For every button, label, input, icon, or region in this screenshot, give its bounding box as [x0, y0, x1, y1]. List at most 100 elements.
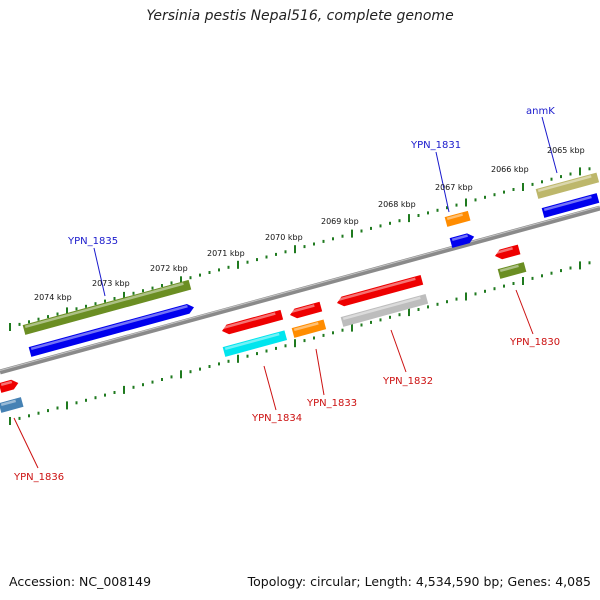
- scale-top-minor-tick: [199, 273, 201, 277]
- scale-top-minor-tick: [189, 276, 192, 280]
- feature-ypn-1831-orange-shape: [444, 210, 471, 227]
- scale-top-minor-tick: [493, 193, 496, 197]
- feature-ypn-1832-gray-shape: [340, 294, 429, 327]
- scale-bottom-minor-tick: [56, 406, 59, 410]
- feature-ypn-1831-blue-highlight: [451, 234, 468, 242]
- connector-ypn-1833: [315, 348, 325, 396]
- feature-ypn-1831-orange[interactable]: [444, 210, 471, 227]
- feature-anmk-blue[interactable]: [541, 193, 600, 218]
- scale-bottom-minor-tick: [332, 331, 334, 335]
- feature-ypn-1835-olive-shape: [22, 279, 192, 335]
- scale-top-minor-tick: [474, 198, 477, 202]
- feature-ypn-1831-blue[interactable]: [449, 232, 476, 248]
- feature-ypn-1830-olive-shape: [497, 262, 527, 279]
- feature-anmk-blue-highlight: [543, 195, 592, 212]
- scale-top-minor-tick: [484, 195, 486, 199]
- scale-top-minor-tick: [512, 188, 515, 191]
- scale-bottom-minor-tick: [531, 276, 534, 280]
- scale-top-minor-tick: [227, 265, 230, 269]
- feature-ypn-1834-cyan-shape: [222, 330, 288, 357]
- kbp-label-2074: 2074 kbp: [34, 293, 72, 302]
- gene-label-ypn-1832[interactable]: YPN_1832: [382, 376, 433, 387]
- scale-bottom-minor-tick: [446, 300, 448, 304]
- scale-bottom-major-tick: [522, 277, 524, 285]
- feature-ypn-1832-gray-highlight: [342, 296, 421, 321]
- scale-top-major-tick: [579, 167, 581, 176]
- feature-ypn-1833-orange[interactable]: [291, 319, 327, 338]
- feature-ypn-1836-steel-highlight: [0, 399, 17, 407]
- feature-ypn-1833-red-shape: [290, 301, 323, 319]
- scale-bottom-minor-tick: [265, 349, 268, 353]
- feature-ypn-1835-olive[interactable]: [22, 279, 192, 335]
- gene-label-ypn-1830[interactable]: YPN_1830: [509, 337, 560, 348]
- feature-ypn-1832-gray[interactable]: [340, 294, 429, 327]
- scale-bottom-minor-tick: [142, 383, 144, 387]
- scale-top-minor-tick: [541, 180, 543, 184]
- feature-ypn-1835-blue[interactable]: [28, 302, 196, 357]
- feature-ypn-1834-cyan[interactable]: [222, 330, 288, 357]
- scale-bottom-minor-tick: [85, 398, 87, 402]
- feature-ypn-1832-red[interactable]: [336, 275, 424, 308]
- feature-ypn-1830-red[interactable]: [494, 244, 521, 261]
- scale-top-minor-tick: [104, 299, 106, 303]
- scale-top-minor-tick: [18, 322, 21, 326]
- feature-ypn-1830-olive[interactable]: [497, 262, 527, 279]
- scale-top-minor-tick: [370, 226, 372, 230]
- feature-ypn-1830-red-shape: [495, 244, 521, 260]
- scale-top-major-tick: [123, 291, 125, 300]
- connector-ypn-1835: [93, 247, 106, 297]
- kbp-label-2068: 2068 kbp: [378, 200, 416, 209]
- scale-top-minor-tick: [427, 211, 429, 215]
- feature-ypn-1833-red[interactable]: [289, 301, 323, 320]
- scale-bottom-minor-tick: [417, 308, 420, 311]
- kbp-label-2066: 2066 kbp: [491, 165, 529, 174]
- scale-bottom-minor-tick: [284, 344, 287, 348]
- feature-ypn-1836-red-highlight: [0, 380, 13, 387]
- scale-bottom-minor-tick: [493, 287, 496, 291]
- accession-text: Accession: NC_008149: [9, 574, 152, 589]
- scale-bottom-major-tick: [351, 323, 353, 332]
- scale-bottom-minor-tick: [256, 352, 258, 356]
- gene-label-ypn-1831[interactable]: YPN_1831: [410, 140, 461, 151]
- map-title: Yersinia pestis Nepal516, complete genom…: [146, 8, 454, 24]
- scale-top-minor-tick: [265, 255, 268, 259]
- connector-ypn-1836: [13, 417, 39, 469]
- feature-ypn-1830-red-highlight: [495, 247, 513, 255]
- feature-anmk-khaki[interactable]: [535, 172, 600, 199]
- gene-label-ypn-1834[interactable]: YPN_1834: [251, 413, 302, 424]
- feature-ypn-1836-red[interactable]: [0, 378, 20, 393]
- scale-top-minor-tick: [132, 291, 135, 295]
- scale-top-minor-tick: [588, 167, 591, 171]
- scale-top-minor-tick: [218, 268, 220, 272]
- scale-bottom-major-tick: [465, 292, 467, 301]
- scale-top-minor-tick: [389, 221, 391, 225]
- scale-bottom-major-tick: [66, 401, 68, 410]
- scale-top-minor-tick: [47, 315, 49, 319]
- kbp-label-2071: 2071 kbp: [207, 249, 245, 258]
- scale-bottom-minor-tick: [341, 328, 344, 332]
- scale-bottom-minor-tick: [37, 411, 40, 415]
- scale-top-major-tick: [522, 183, 524, 191]
- scale-top-minor-tick: [360, 229, 363, 233]
- scale-bottom-minor-tick: [455, 297, 458, 301]
- feature-ypn-1831-orange-highlight: [446, 213, 463, 221]
- scale-bottom-minor-tick: [370, 320, 372, 324]
- gene-label-ypn-1833[interactable]: YPN_1833: [306, 398, 357, 409]
- feature-ypn-1836-steel[interactable]: [0, 397, 24, 413]
- scale-top-minor-tick: [94, 302, 97, 306]
- feature-ypn-1834-red[interactable]: [221, 309, 284, 336]
- scale-top-minor-tick: [332, 237, 334, 241]
- gene-label-ypn-1836[interactable]: YPN_1836: [13, 472, 64, 483]
- scale-top-minor-tick: [560, 175, 562, 179]
- feature-ypn-1832-red-highlight: [337, 277, 416, 302]
- scale-top-minor-tick: [503, 190, 505, 194]
- scale-bottom-minor-tick: [379, 318, 382, 322]
- scale-top-minor-tick: [455, 203, 458, 207]
- scale-bottom-minor-tick: [512, 282, 515, 285]
- genome-backbone: [0, 205, 600, 375]
- gene-label-anmk[interactable]: anmK: [526, 106, 555, 117]
- gene-label-ypn-1835[interactable]: YPN_1835: [67, 236, 118, 247]
- scale-bottom-major-tick: [180, 370, 182, 379]
- scale-top-major-tick: [351, 229, 353, 238]
